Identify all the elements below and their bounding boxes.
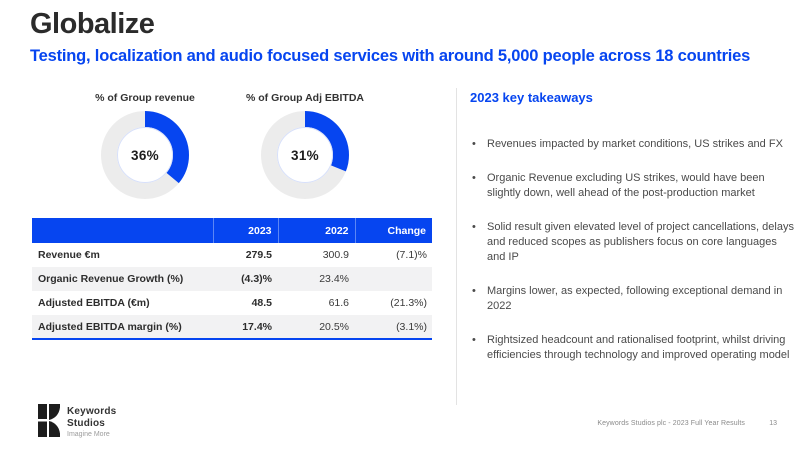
row-label: Adjusted EBITDA margin (%) bbox=[32, 315, 213, 339]
financials-table: 2023 2022 Change Revenue €m 279.5 300.9 … bbox=[32, 218, 432, 340]
donut-center-label-group-revenue: 36% bbox=[131, 147, 159, 163]
value-change: (21.3%) bbox=[390, 297, 427, 309]
table-row: Adjusted EBITDA margin (%) 17.4% 20.5% (… bbox=[32, 315, 432, 339]
takeaways-title: 2023 key takeaways bbox=[470, 90, 593, 105]
row-label: Organic Revenue Growth (%) bbox=[32, 267, 213, 291]
donut-svg-group-revenue bbox=[101, 111, 189, 199]
value-2023: (4.3)% bbox=[213, 267, 278, 291]
donut-value-arc bbox=[101, 111, 189, 199]
takeaway-item: • Rightsized headcount and rationalised f… bbox=[470, 333, 794, 363]
page-title: Globalize bbox=[30, 8, 155, 40]
table-row: Adjusted EBITDA (€m) 48.5 61.6 (21.3%) bbox=[32, 291, 432, 315]
takeaway-text: Organic Revenue excluding US strikes, wo… bbox=[487, 172, 765, 199]
donut-value-arc bbox=[261, 111, 349, 199]
page-subtitle: Testing, localization and audio focused … bbox=[30, 47, 751, 65]
takeaway-text: Solid result given elevated level of pro… bbox=[487, 221, 794, 263]
value-change: (3.1%) bbox=[355, 315, 432, 339]
takeaways-list: • Revenues impacted by market conditions,… bbox=[470, 137, 794, 382]
table-header-2023: 2023 bbox=[212, 218, 278, 243]
bullet-icon: • bbox=[472, 172, 476, 184]
row-label: Revenue €m bbox=[38, 249, 100, 261]
value-change: (7.1)% bbox=[396, 249, 427, 261]
value-2022: 20.5% bbox=[278, 315, 355, 339]
bullet-icon: • bbox=[472, 138, 476, 150]
bullet-icon: • bbox=[472, 334, 476, 346]
donut-title-group-revenue: % of Group revenue bbox=[95, 92, 195, 104]
brand-line-2: Studios bbox=[67, 417, 106, 429]
bullet-icon: • bbox=[472, 285, 476, 297]
takeaway-text: Rightsized headcount and rationalised fo… bbox=[487, 334, 790, 361]
donut-hole bbox=[117, 127, 173, 183]
row-label: Adjusted EBITDA (€m) bbox=[38, 297, 150, 309]
table-header-empty bbox=[32, 218, 213, 243]
donut-hole bbox=[277, 127, 333, 183]
takeaway-item: • Margins lower, as expected, following e… bbox=[470, 284, 794, 314]
value-2023: 17.4% bbox=[213, 315, 278, 339]
takeaway-item: • Revenues impacted by market conditions,… bbox=[470, 137, 794, 152]
table-row: Revenue €m 279.5 300.9 (7.1)% bbox=[32, 243, 432, 267]
bullet-icon: • bbox=[472, 221, 476, 233]
donut-block-group-revenue: % of Group revenue 36% bbox=[60, 92, 230, 199]
table-row: Organic Revenue Growth (%) (4.3)% 23.4% bbox=[32, 267, 432, 291]
donut-svg-group-adj-ebitda bbox=[261, 111, 349, 199]
value-change bbox=[355, 267, 432, 291]
takeaway-text: Revenues impacted by market conditions, … bbox=[487, 138, 783, 150]
value-2023: 48.5 bbox=[251, 297, 272, 309]
footer-page-number: 13 bbox=[769, 420, 777, 427]
donut-chart-group-adj-ebitda: 31% bbox=[261, 111, 349, 199]
keywords-studios-logo-icon bbox=[38, 404, 60, 437]
footer-document-reference: Keywords Studios plc - 2023 Full Year Re… bbox=[597, 420, 745, 427]
donut-center-label-group-adj-ebitda: 31% bbox=[291, 147, 319, 163]
donut-title-group-adj-ebitda: % of Group Adj EBITDA bbox=[245, 92, 365, 104]
takeaway-item: • Organic Revenue excluding US strikes, w… bbox=[470, 171, 794, 201]
table-header-2022: 2022 bbox=[277, 218, 355, 243]
brand-tagline: Imagine More bbox=[67, 431, 110, 438]
takeaway-text: Margins lower, as expected, following ex… bbox=[487, 285, 783, 312]
table-header-change: Change bbox=[354, 218, 432, 243]
keywords-studios-wordmark: Keywords Studios Imagine More bbox=[67, 406, 116, 438]
value-2022: 61.6 bbox=[328, 297, 349, 309]
brand-line-1: Keywords bbox=[67, 406, 117, 417]
table-header-row: 2023 2022 Change bbox=[32, 218, 432, 243]
vertical-divider bbox=[456, 88, 457, 405]
donut-block-group-adj-ebitda: % of Group Adj EBITDA 31% bbox=[220, 92, 390, 199]
value-2022: 23.4% bbox=[278, 267, 355, 291]
value-2022: 300.9 bbox=[322, 249, 349, 261]
takeaway-item: • Solid result given elevated level of pr… bbox=[470, 220, 794, 265]
donut-chart-group-revenue: 36% bbox=[101, 111, 189, 199]
value-2023: 279.5 bbox=[245, 249, 272, 261]
